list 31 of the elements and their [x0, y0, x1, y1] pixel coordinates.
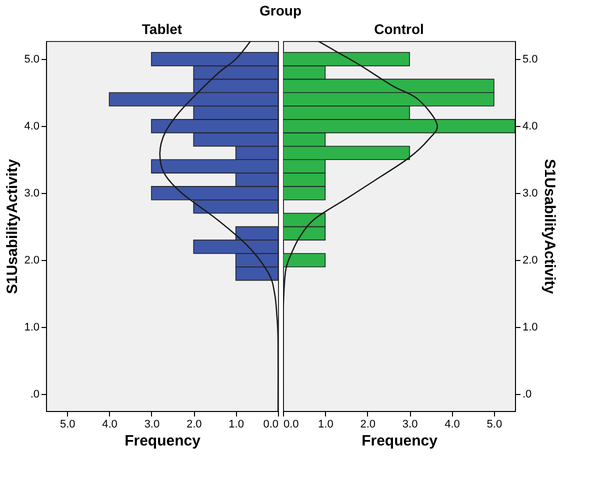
- y-axis-title: S1UsabilityActivity: [540, 158, 558, 295]
- y-axis-title: S1UsabilityActivity: [4, 158, 22, 294]
- x-tick-label: 0.0: [263, 418, 278, 430]
- x-tick-label: 4.0: [444, 418, 460, 430]
- y-tick-label: 4.0: [24, 120, 40, 133]
- y-tick-label: 1.0: [24, 322, 40, 334]
- y-tick-label: 1.0: [522, 322, 538, 334]
- x-tick-label: 2.0: [186, 418, 202, 430]
- x-tick-label: 1.0: [228, 418, 244, 430]
- chart-title: Tablet: [142, 21, 182, 37]
- x-tick-label: 4.0: [102, 418, 118, 430]
- y-tick-label: 4.0: [522, 120, 538, 133]
- y-tick-label: 2.0: [522, 254, 538, 267]
- y-tick-label: .0: [30, 388, 40, 401]
- y-tick-label: 2.0: [24, 254, 40, 267]
- x-tick-label: 5.0: [486, 418, 502, 430]
- y-tick-label: 3.0: [522, 188, 538, 200]
- y-tick-label: .0: [522, 388, 532, 401]
- text: Group: [260, 2, 302, 18]
- y-tick-label: 5.0: [522, 54, 538, 66]
- x-tick-label: 1.0: [318, 418, 334, 430]
- x-axis-title: Frequency: [362, 432, 438, 450]
- y-tick-label: 5.0: [24, 54, 40, 66]
- x-tick-label: 3.0: [144, 418, 160, 430]
- x-tick-label: 5.0: [60, 418, 76, 430]
- x-tick-label: 2.0: [360, 418, 376, 430]
- x-tick-label: 0.0: [284, 418, 299, 430]
- x-tick-label: 3.0: [402, 418, 418, 430]
- chart-title: Control: [374, 21, 424, 37]
- y-tick-label: 3.0: [24, 188, 40, 200]
- x-axis-title: Frequency: [124, 432, 202, 450]
